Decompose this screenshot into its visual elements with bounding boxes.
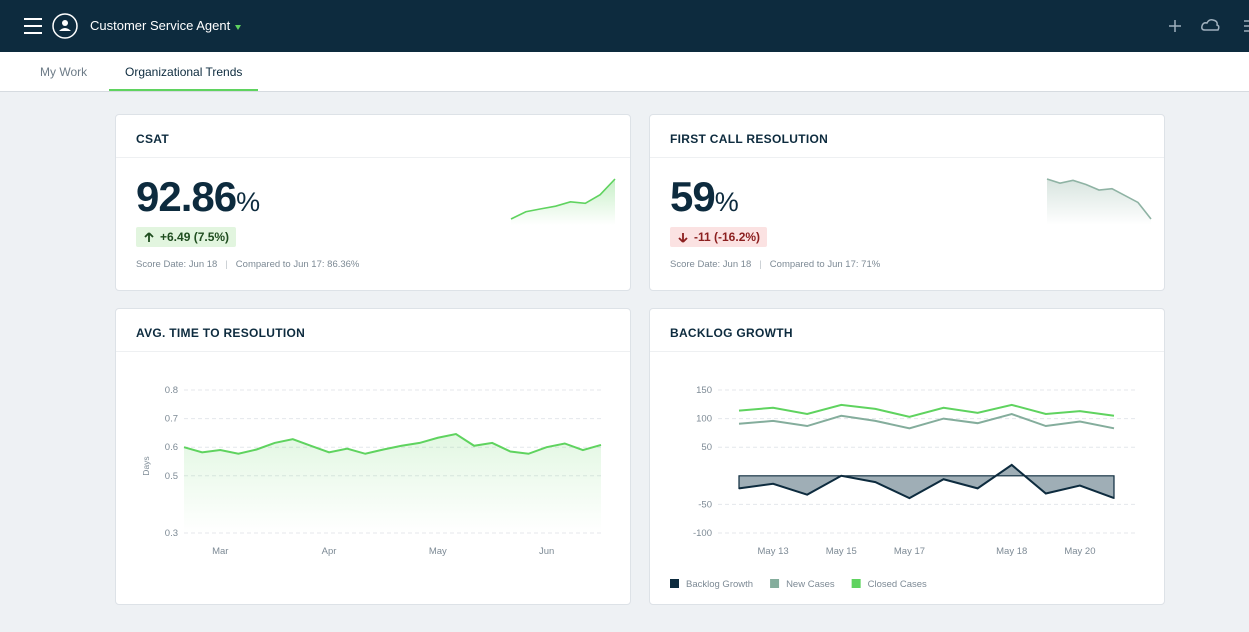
series-line xyxy=(738,463,1115,500)
score-date: Score Date: Jun 18 xyxy=(136,259,218,270)
score-date: Score Date: Jun 18 xyxy=(670,259,752,270)
meta: Score Date: Jun 18 | Compared to Jun 17: 8… xyxy=(136,259,360,270)
legend-swatch xyxy=(670,579,679,588)
card-title: FIRST CALL RESOLUTION xyxy=(670,132,829,146)
compared: Compared to Jun 17: 86.36% xyxy=(235,259,360,270)
legend-swatch xyxy=(770,579,780,588)
backlog-card: BACKLOG GROWTH 150 100 50 -50 -100 May 13 May … xyxy=(649,308,1165,605)
series-line xyxy=(183,432,602,455)
x-tick-label: May 20 xyxy=(1064,546,1095,557)
backlog-area xyxy=(738,464,1115,499)
x-tick-label: May 18 xyxy=(996,546,1027,557)
x-tick-label: May 15 xyxy=(826,546,857,557)
change-text: +6.49 (7.5%) xyxy=(160,230,230,244)
metric-unit: % xyxy=(714,187,739,217)
tab-bar: My Work Organizational Trends xyxy=(0,52,1249,92)
app-header: Customer Service Agent xyxy=(0,0,1249,52)
x-tick-label: Apr xyxy=(322,546,337,557)
legend-label: Closed Cases xyxy=(868,579,927,590)
card-title: BACKLOG GROWTH xyxy=(670,326,793,340)
fcr-card: FIRST CALL RESOLUTION 59% -11 (-16.2%) S… xyxy=(649,114,1165,291)
line-chart: 0.8 0.7 0.6 0.5 0.3 Mar Apr May Jun Days xyxy=(141,385,602,557)
y-tick-label: -50 xyxy=(698,499,712,510)
tab-active[interactable]: Organizational Trends xyxy=(125,65,243,79)
metric-unit: % xyxy=(236,187,261,217)
y-axis-label: Days xyxy=(141,456,151,475)
metric: 92.86% xyxy=(136,173,260,221)
legend-swatch xyxy=(851,579,861,588)
x-tick-label: May 17 xyxy=(894,546,925,557)
y-tick-label: 0.6 xyxy=(165,442,178,453)
metric-value: 92.86 xyxy=(136,173,237,220)
x-tick-label: Jun xyxy=(539,546,554,557)
card-title: AVG. TIME TO RESOLUTION xyxy=(136,326,306,340)
header-icons xyxy=(24,13,1249,39)
y-tick-label: 0.7 xyxy=(165,414,178,425)
y-tick-label: 0.3 xyxy=(165,528,178,539)
role-title[interactable]: Customer Service Agent xyxy=(90,18,231,33)
tab-underline xyxy=(109,89,258,91)
sparkline-area xyxy=(1047,179,1151,225)
change-text: -11 (-16.2%) xyxy=(694,230,761,244)
change-badge: +6.49 (7.5%) xyxy=(136,227,237,247)
sparkline xyxy=(1046,178,1152,225)
series-line xyxy=(738,403,1115,418)
avg-time-card: AVG. TIME TO RESOLUTION 0.8 0.7 0.6 0.5 0.3 M… xyxy=(115,308,631,605)
sparkline-line xyxy=(510,178,616,220)
y-tick-label: -100 xyxy=(693,528,712,539)
x-tick-label: May 13 xyxy=(758,546,789,557)
y-tick-label: 50 xyxy=(701,442,712,453)
legend-label: Backlog Growth xyxy=(686,579,753,590)
legend-label: New Cases xyxy=(786,579,835,590)
sparkline-area xyxy=(511,179,615,225)
line-area xyxy=(184,434,601,533)
sparkline xyxy=(510,178,616,225)
tab[interactable]: My Work xyxy=(40,65,88,79)
metric: 59% xyxy=(670,173,739,221)
line-chart: 150 100 50 -50 -100 May 13 May 15 May 17 May 18 M… xyxy=(670,385,1135,590)
change-badge: -11 (-16.2%) xyxy=(670,227,768,247)
metric-value: 59 xyxy=(670,173,716,220)
csat-card: CSAT 92.86% +6.49 (7.5%) Score Date: Jun… xyxy=(115,114,631,291)
card-title: CSAT xyxy=(136,132,169,146)
meta: Score Date: Jun 18 | Compared to Jun 17: 7… xyxy=(670,259,881,270)
x-tick-label: Mar xyxy=(212,546,228,557)
sparkline-line xyxy=(1046,178,1152,220)
compared: Compared to Jun 17: 71% xyxy=(769,259,881,270)
y-tick-label: 0.5 xyxy=(165,471,178,482)
y-tick-label: 150 xyxy=(696,385,712,396)
y-tick-label: 100 xyxy=(696,414,712,425)
x-tick-label: May xyxy=(429,546,447,557)
series-line xyxy=(738,412,1115,430)
y-tick-label: 0.8 xyxy=(165,385,178,396)
